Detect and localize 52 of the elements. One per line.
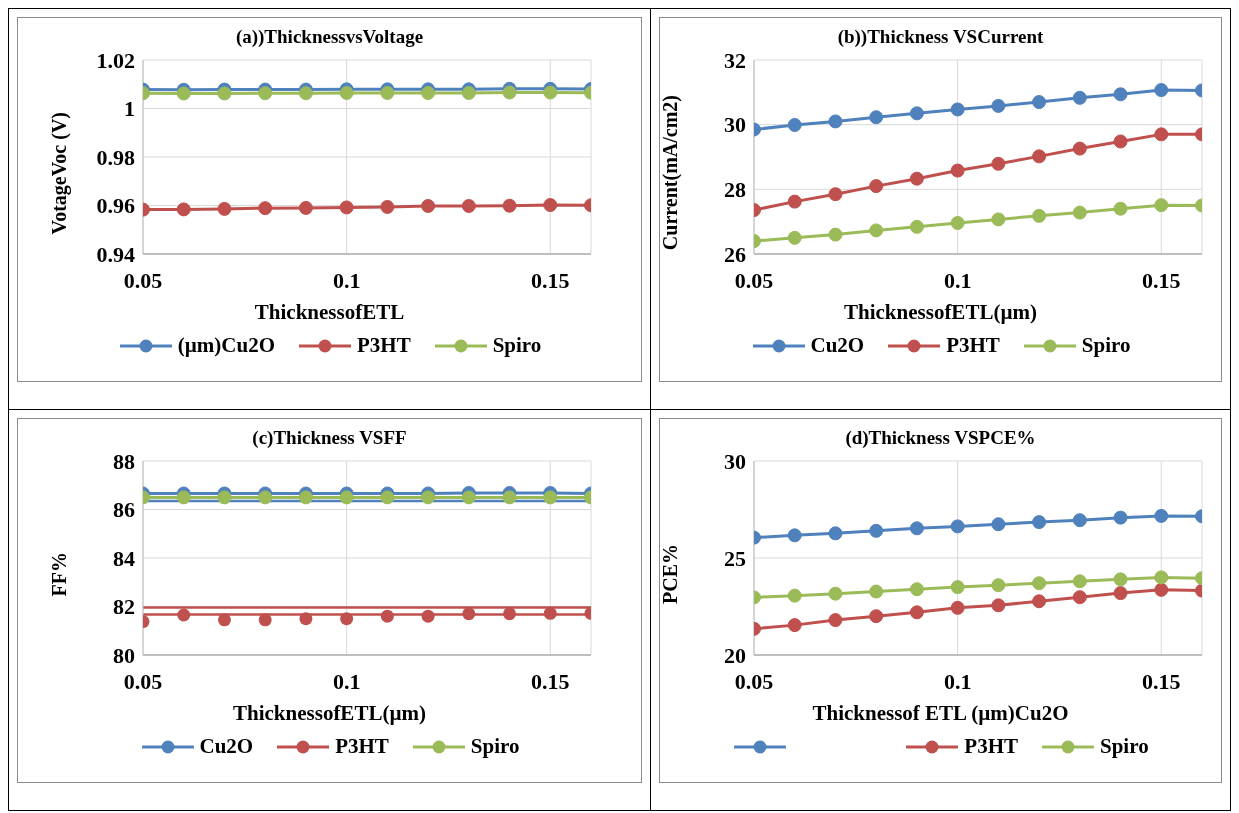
y-axis-title: VotageVoc (V): [48, 111, 71, 235]
y-tick-label: 88: [113, 448, 135, 474]
y-tick-label: 0.94: [96, 241, 135, 267]
y-tick-label: 0.96: [96, 193, 135, 219]
legend-label: Spiro: [492, 333, 542, 358]
legend-label: P3HT: [964, 734, 1019, 759]
y-axis-title: PCE%: [659, 544, 682, 604]
x-tick-label: 0.1: [943, 668, 972, 694]
x-tick-label: 0.05: [734, 267, 774, 293]
chart-title: (c)Thickness VSFF: [252, 427, 407, 449]
y-tick-label: 82: [113, 594, 135, 620]
y-tick-label: 26: [724, 241, 746, 267]
legend-label: P3HT: [946, 333, 1000, 358]
x-tick-label: 0.15: [531, 668, 570, 694]
chart-title: (d)Thickness VSPCE%: [845, 427, 1036, 449]
x-axis-title: ThicknessofETL(µm): [844, 300, 1037, 325]
y-tick-label: 84: [113, 545, 135, 571]
y-tick-label: 1.02: [96, 47, 135, 73]
x-tick-label: 0.05: [734, 668, 774, 694]
x-tick-label: 0.15: [531, 267, 570, 293]
legend-label: Spiro: [1081, 333, 1131, 358]
legend-label: P3HT: [335, 734, 389, 759]
x-tick-label: 0.1: [943, 267, 972, 293]
y-tick-label: 25: [724, 545, 746, 571]
x-axis-title: Thicknessof ETL (µm)Cu2O: [812, 701, 1069, 726]
legend-label: (µm)Cu2O: [177, 333, 275, 358]
x-tick-label: 0.05: [123, 668, 163, 694]
y-tick-label: 32: [724, 47, 746, 73]
x-tick-label: 0.1: [332, 267, 361, 293]
x-tick-label: 0.15: [1142, 267, 1181, 293]
y-tick-label: 86: [113, 497, 135, 523]
legend-label: Spiro: [470, 734, 520, 759]
legend-label: Cu2O: [810, 333, 865, 358]
legend-label: Cu2O: [199, 734, 254, 759]
y-axis-title: FF%: [48, 551, 71, 597]
x-tick-label: 0.1: [332, 668, 361, 694]
x-tick-label: 0.15: [1142, 668, 1181, 694]
legend-label: Spiro: [1100, 734, 1149, 759]
chart-title: (a))ThicknessvsVoltage: [235, 26, 424, 48]
y-tick-label: 30: [724, 112, 746, 138]
y-tick-label: 20: [724, 642, 746, 668]
x-tick-label: 0.05: [123, 267, 163, 293]
legend-label: P3HT: [356, 333, 411, 358]
y-tick-label: 28: [724, 177, 746, 203]
y-tick-label: 1: [124, 96, 135, 122]
y-tick-label: 30: [724, 448, 746, 474]
y-tick-label: 0.98: [96, 144, 135, 170]
x-axis-title: ThicknessofETL: [254, 300, 405, 325]
chart-title: (b))Thickness VSCurrent: [837, 26, 1044, 48]
y-axis-title: Current(mA/cm2): [659, 95, 682, 251]
x-axis-title: ThicknessofETL(µm): [233, 701, 426, 726]
y-tick-label: 80: [113, 642, 135, 668]
